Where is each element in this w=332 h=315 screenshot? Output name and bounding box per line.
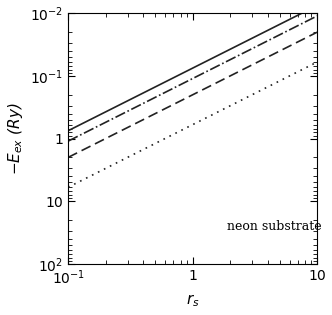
X-axis label: $r_s$: $r_s$	[186, 293, 200, 309]
Y-axis label: $-E_{ex}$ (Ry): $-E_{ex}$ (Ry)	[6, 102, 25, 175]
Text: neon substrate: neon substrate	[227, 220, 321, 232]
